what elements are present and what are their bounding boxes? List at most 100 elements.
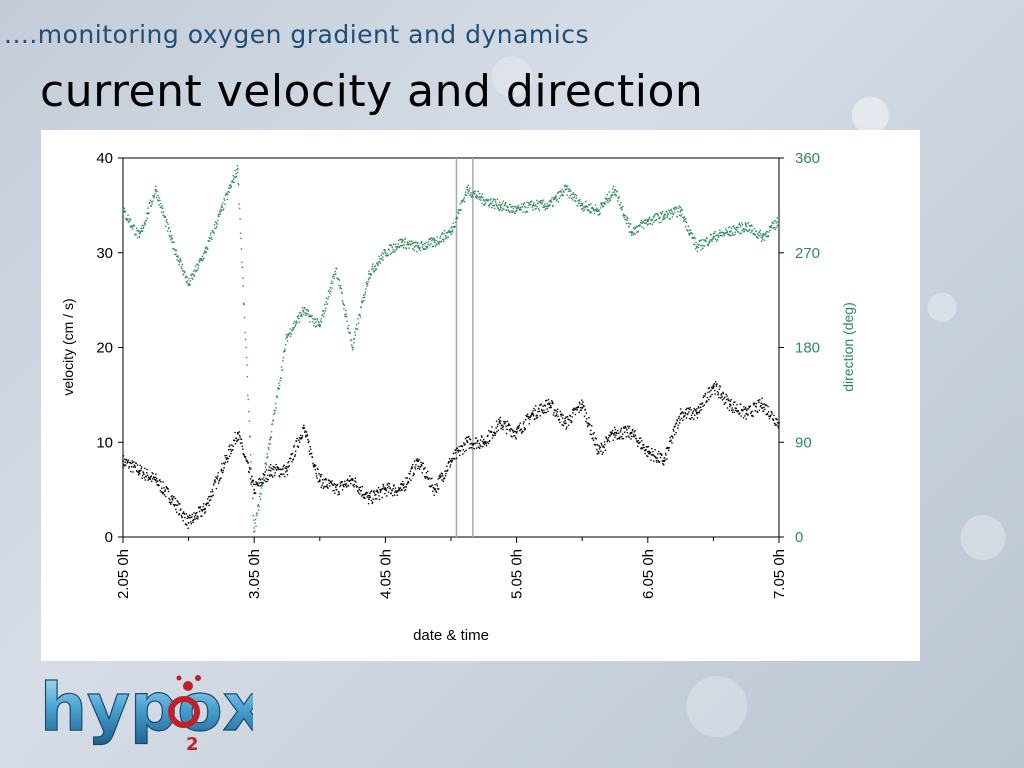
velocity-point xyxy=(134,465,136,467)
direction-point xyxy=(227,190,229,193)
velocity-point xyxy=(614,436,616,439)
velocity-point xyxy=(309,446,311,448)
direction-point xyxy=(499,201,501,203)
direction-point xyxy=(540,200,542,202)
velocity-point xyxy=(743,406,745,408)
velocity-point xyxy=(491,437,494,439)
velocity-point xyxy=(516,426,519,429)
velocity-point xyxy=(540,404,542,406)
direction-point xyxy=(282,360,284,362)
velocity-point xyxy=(450,461,453,463)
velocity-point xyxy=(176,504,179,506)
velocity-point xyxy=(305,431,308,433)
velocity-point xyxy=(682,412,685,414)
x-tick-label: 4.05 0h xyxy=(377,549,394,599)
direction-point xyxy=(728,233,730,235)
velocity-point xyxy=(405,486,408,488)
velocity-point xyxy=(471,444,474,446)
velocity-point xyxy=(596,444,599,446)
direction-point xyxy=(522,204,525,206)
velocity-point xyxy=(578,401,581,404)
direction-point xyxy=(677,210,679,213)
velocity-point xyxy=(324,478,326,481)
velocity-point xyxy=(750,412,752,415)
velocity-point xyxy=(201,510,203,512)
direction-point xyxy=(330,282,332,285)
direction-point xyxy=(399,245,402,247)
direction-point xyxy=(706,237,708,240)
velocity-point xyxy=(342,484,344,486)
direction-point xyxy=(722,231,725,234)
direction-point xyxy=(654,213,657,215)
direction-point xyxy=(672,213,675,216)
velocity-point xyxy=(298,439,300,441)
velocity-point xyxy=(458,449,460,451)
direction-point xyxy=(170,237,172,239)
velocity-point xyxy=(455,448,457,451)
direction-point xyxy=(213,232,215,234)
velocity-point xyxy=(379,491,382,494)
direction-point xyxy=(740,222,743,224)
direction-point xyxy=(561,193,564,196)
direction-point xyxy=(127,221,130,224)
x-axis-label: date & time xyxy=(413,627,489,644)
velocity-point xyxy=(689,418,692,420)
velocity-point xyxy=(180,514,183,517)
direction-point xyxy=(199,259,202,261)
velocity-point xyxy=(208,500,211,502)
velocity-point xyxy=(253,488,255,491)
velocity-point xyxy=(376,490,379,493)
direction-point xyxy=(753,227,756,230)
velocity-point xyxy=(187,521,190,524)
direction-point xyxy=(587,209,589,211)
velocity-point xyxy=(269,469,272,472)
velocity-point xyxy=(771,413,773,415)
velocity-point xyxy=(157,484,159,486)
velocity-point xyxy=(286,465,288,468)
direction-point xyxy=(772,227,774,229)
direction-point xyxy=(470,192,472,194)
direction-point xyxy=(558,197,561,200)
velocity-point xyxy=(714,381,717,383)
velocity-point xyxy=(761,407,764,409)
direction-point xyxy=(249,436,251,438)
direction-point xyxy=(739,232,741,235)
direction-point xyxy=(604,197,607,199)
direction-point xyxy=(664,213,667,216)
velocity-point xyxy=(504,421,507,423)
direction-point xyxy=(362,294,365,296)
velocity-point xyxy=(259,485,261,487)
velocity-point xyxy=(663,457,666,459)
velocity-point xyxy=(763,406,765,409)
velocity-point xyxy=(190,523,193,525)
direction-point xyxy=(590,203,592,205)
velocity-point xyxy=(674,425,676,427)
direction-point xyxy=(294,324,297,326)
velocity-point xyxy=(401,489,403,491)
direction-point xyxy=(628,231,631,233)
velocity-point xyxy=(204,508,206,510)
direction-point xyxy=(222,208,225,210)
direction-point xyxy=(161,207,164,209)
direction-point xyxy=(344,313,346,316)
velocity-point xyxy=(572,412,574,414)
velocity-point xyxy=(378,498,381,501)
direction-point xyxy=(417,246,419,249)
velocity-point xyxy=(456,447,459,449)
velocity-point xyxy=(351,479,354,481)
velocity-point xyxy=(680,417,683,420)
direction-point xyxy=(449,230,451,233)
direction-point xyxy=(564,185,566,188)
direction-point xyxy=(570,197,572,200)
velocity-point xyxy=(316,477,318,479)
direction-point xyxy=(404,237,407,240)
velocity-point xyxy=(458,454,461,457)
velocity-point xyxy=(608,440,611,443)
velocity-point xyxy=(672,428,675,431)
direction-point xyxy=(233,181,235,184)
velocity-point xyxy=(747,408,750,410)
direction-point xyxy=(646,219,648,221)
direction-point xyxy=(734,231,736,233)
direction-point xyxy=(633,232,636,235)
velocity-point xyxy=(673,426,675,428)
